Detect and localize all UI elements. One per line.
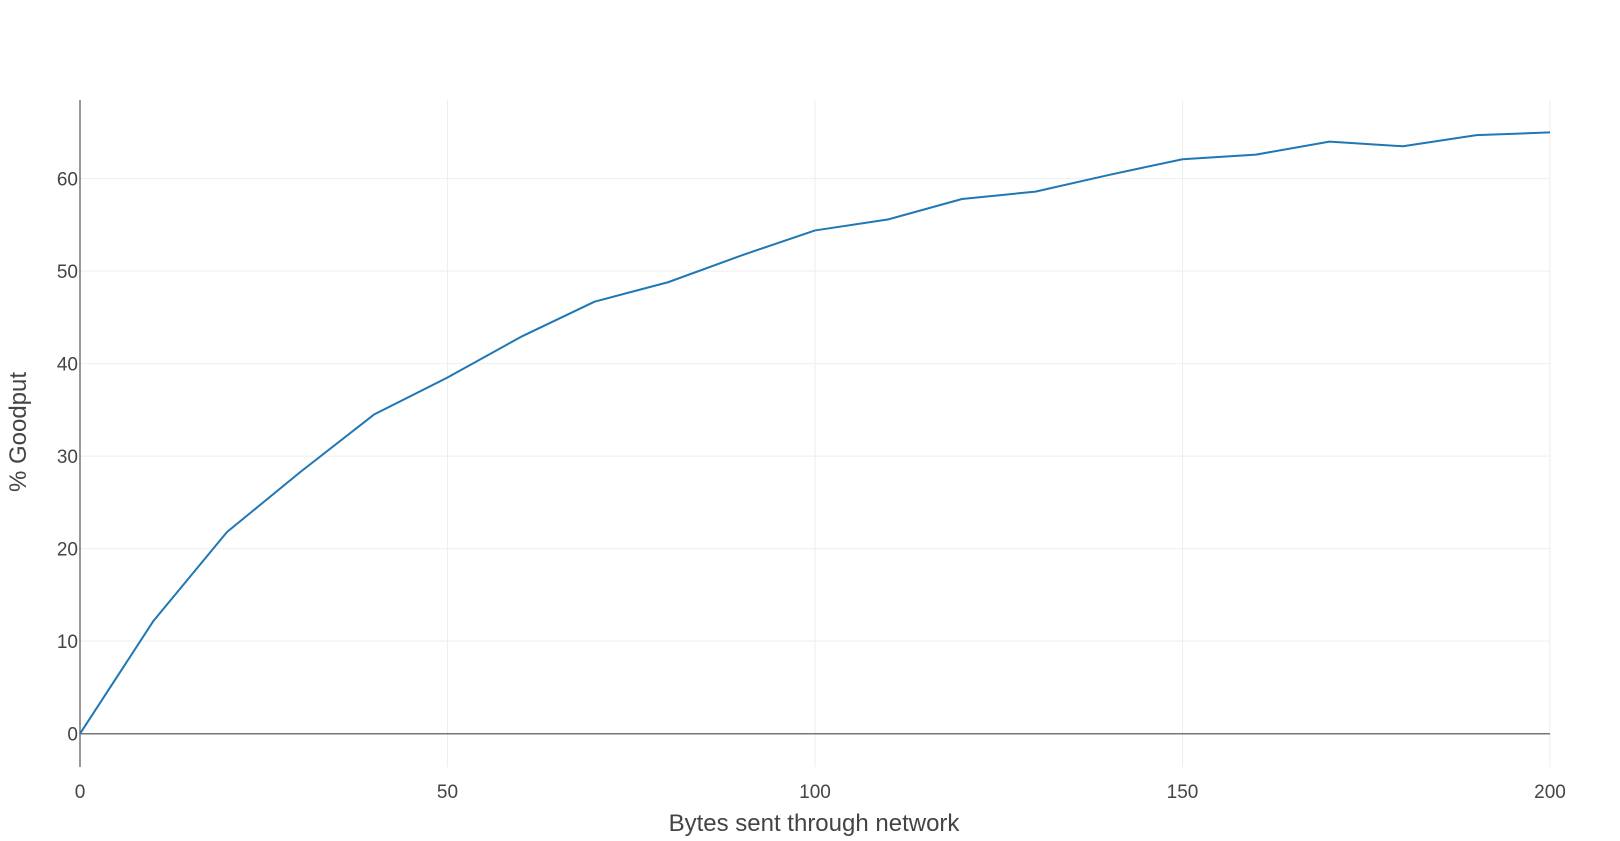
x-tick-label-200: 200: [1534, 782, 1566, 803]
y-tick-label-30: 30: [57, 447, 78, 468]
series-line-0: [79, 131, 1551, 735]
x-axis-title: Bytes sent through network: [669, 810, 961, 837]
y-tick-label-50: 50: [57, 262, 78, 283]
x-tick-label-0: 0: [75, 782, 86, 803]
y-axis-title: % Goodput: [5, 372, 32, 492]
x-tick-label-100: 100: [799, 782, 831, 803]
grid-lines: [80, 100, 1551, 767]
tick-labels: 0 50 100 150 200 0 10 20 30 40 50 60: [57, 170, 1566, 803]
y-tick-label-10: 10: [57, 632, 78, 653]
series-lines: [79, 131, 1551, 735]
x-tick-label-50: 50: [437, 782, 458, 803]
y-tick-label-0: 0: [67, 725, 78, 746]
y-tick-label-60: 60: [57, 170, 78, 191]
y-tick-label-20: 20: [57, 540, 78, 561]
axes: [79, 100, 1550, 767]
y-tick-label-40: 40: [57, 355, 78, 376]
x-tick-label-150: 150: [1167, 782, 1199, 803]
